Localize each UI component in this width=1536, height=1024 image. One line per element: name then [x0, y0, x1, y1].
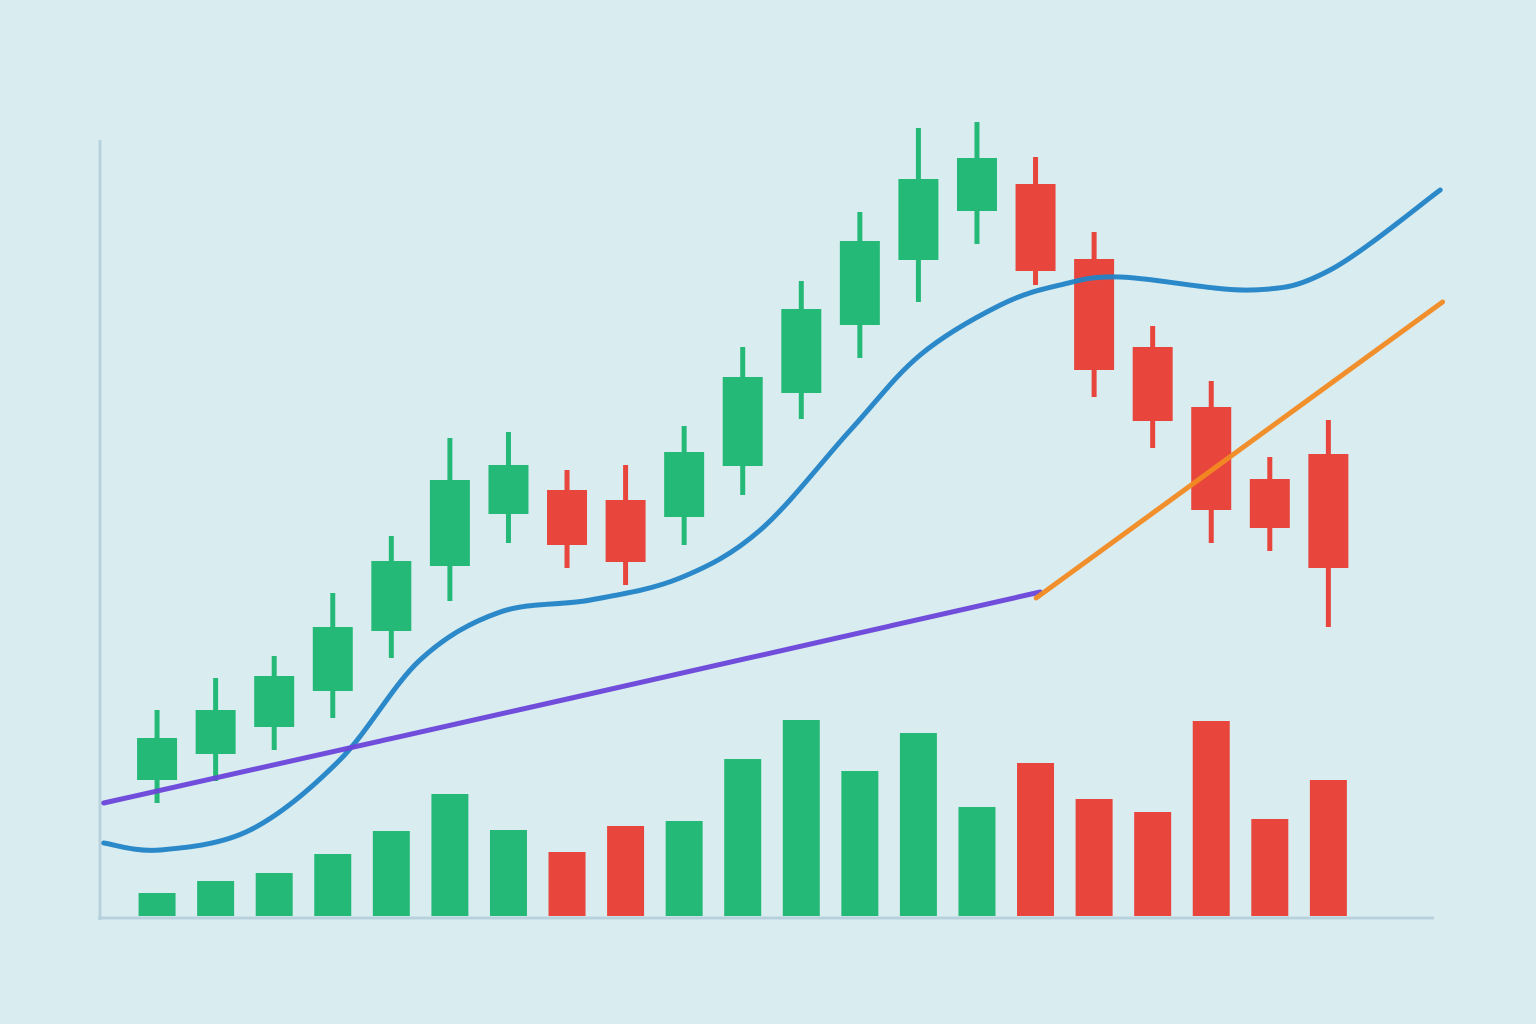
candle-body — [1015, 184, 1056, 271]
candle-body — [722, 377, 763, 466]
volume-bar — [665, 821, 703, 916]
volume-bar — [138, 893, 176, 916]
volume-bar — [1017, 763, 1055, 916]
candle-body — [371, 561, 412, 631]
volume-bar — [255, 873, 293, 916]
candle-body — [137, 738, 178, 780]
candle-body — [1249, 479, 1290, 528]
candle-body — [1308, 454, 1349, 568]
volume-bar — [1134, 812, 1172, 916]
candle-body — [781, 309, 822, 393]
volume-bar — [1309, 780, 1347, 916]
volume-bar — [958, 807, 996, 916]
candle-body — [898, 179, 939, 260]
moving-average-line — [101, 589, 1043, 806]
volume-bar — [197, 881, 235, 916]
candle-body — [1132, 347, 1173, 421]
volume-bar — [314, 854, 352, 916]
volume-bar — [782, 720, 820, 916]
candle-body — [664, 452, 705, 517]
volume-bar — [1192, 721, 1230, 916]
volume-bar — [841, 771, 879, 916]
volume-bar — [724, 759, 762, 916]
candle-body — [488, 465, 529, 514]
candle-body — [547, 490, 588, 545]
candle-body — [312, 627, 353, 691]
candle-body — [956, 158, 997, 211]
moving-average-line — [1033, 299, 1446, 601]
volume-bar — [607, 826, 645, 916]
candle-body — [254, 676, 295, 727]
candle-body — [605, 500, 646, 562]
volume-bar — [489, 830, 527, 916]
candle-body — [839, 241, 880, 325]
volume-bar — [899, 733, 937, 916]
volume-bar — [1075, 799, 1113, 916]
moving-average-line — [101, 187, 1443, 853]
volume-bar — [1251, 819, 1289, 916]
volume-bar — [431, 794, 469, 916]
candle-body — [195, 710, 236, 754]
volume-bar — [548, 852, 586, 916]
volume-bar — [372, 831, 410, 916]
candle-body — [429, 480, 470, 566]
